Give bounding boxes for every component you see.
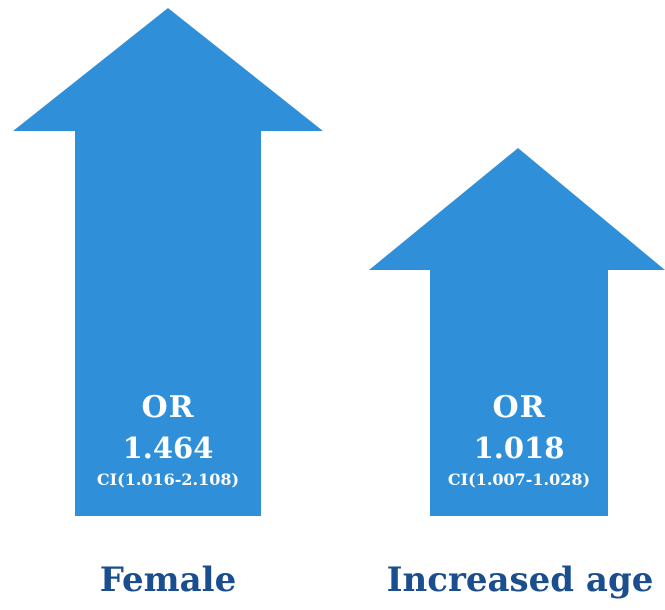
female-caption: Female: [99, 560, 237, 600]
confidence-interval: CI(1.007-1.028): [447, 470, 591, 489]
age-arrow: [369, 148, 665, 516]
age-caption: Increased age: [386, 560, 654, 600]
or-value: 1.464: [122, 431, 214, 465]
female-arrow: [13, 8, 323, 516]
or-label: OR: [492, 390, 546, 425]
age-stats: OR 1.018 CI(1.007-1.028): [430, 388, 608, 492]
female-stats: OR 1.464 CI(1.016-2.108): [75, 388, 261, 492]
confidence-interval: CI(1.016-2.108): [96, 470, 240, 489]
or-value: 1.018: [473, 431, 565, 465]
or-label: OR: [141, 390, 195, 425]
